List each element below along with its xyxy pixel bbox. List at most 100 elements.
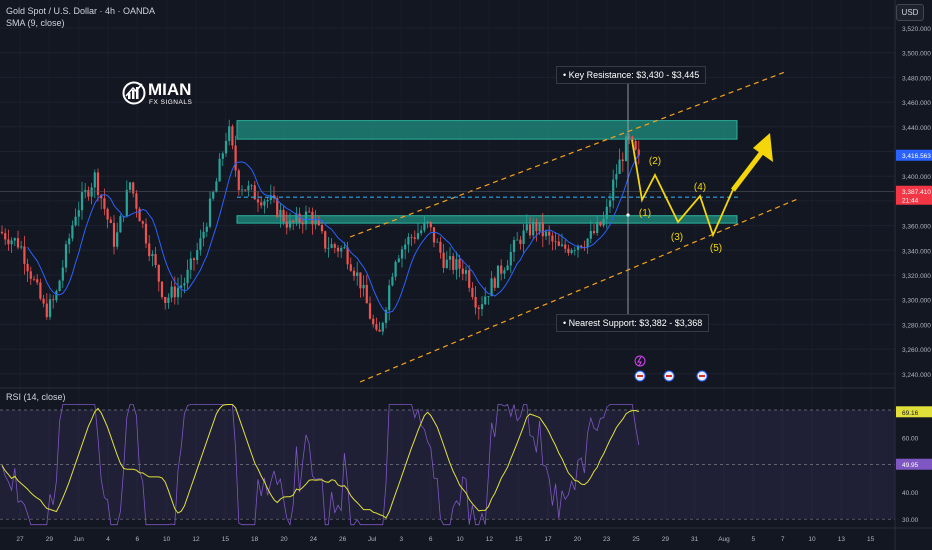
candle-body [573, 249, 576, 251]
candle-body [160, 281, 164, 298]
candle-body [215, 181, 218, 193]
candle-body [400, 249, 404, 259]
candle-body [420, 230, 423, 234]
candle-body [442, 252, 445, 268]
candle-body [634, 140, 637, 150]
time-tick-label: 18 [251, 536, 259, 543]
candle-body [580, 245, 583, 248]
candle-body [618, 159, 621, 174]
candle-body [557, 241, 560, 246]
bullet-icon: • [563, 318, 567, 328]
candle-body [52, 299, 55, 301]
time-tick-label: 15 [867, 536, 875, 543]
candle-body [240, 189, 244, 191]
event-flag-stripe [666, 375, 672, 377]
time-tick-label: 12 [486, 536, 494, 543]
current-price-bg [896, 185, 932, 205]
candle-body [362, 284, 365, 289]
rsi-legend[interactable]: RSI (14, close) [6, 392, 66, 402]
price-tick-label: 3,360.000 [902, 224, 931, 231]
candle-body [522, 230, 525, 245]
price-tick-label: 3,400.000 [902, 174, 931, 181]
candle-body [484, 296, 487, 305]
candle-body [356, 272, 359, 276]
candle-body [48, 299, 52, 318]
rsi-sma-label: 49.95 [902, 462, 919, 469]
candle-body [39, 282, 42, 299]
candle-body [135, 193, 138, 209]
candle-body [628, 136, 631, 138]
candle-body [260, 202, 263, 206]
candle-body [269, 195, 272, 201]
candle-body [343, 247, 346, 249]
price-tick-label: 3,320.000 [902, 273, 931, 280]
candle-body [119, 216, 122, 233]
candle-body [266, 200, 269, 202]
candle-body [23, 246, 26, 264]
candle-body [100, 194, 103, 199]
currency-button[interactable]: USD [896, 4, 924, 21]
candle-body [352, 270, 356, 276]
price-tick-label: 3,280.000 [902, 322, 931, 329]
candle-body [320, 225, 324, 232]
candle-body [423, 223, 426, 231]
time-tick-label: 10 [163, 536, 171, 543]
time-tick-label: 10 [456, 536, 464, 543]
candle-body [464, 270, 468, 274]
candle-body [279, 209, 282, 217]
time-tick-label: 7 [781, 536, 785, 543]
candle-body [141, 221, 144, 224]
sma-legend[interactable]: SMA (9, close) [6, 18, 65, 28]
candle-body [327, 247, 330, 249]
candle-body [509, 251, 512, 266]
candle-body [122, 215, 125, 217]
candle-body [157, 264, 160, 282]
projection-arrow-shaft [731, 150, 764, 192]
candle-body [250, 185, 253, 187]
rsi-value-label: 69.16 [902, 410, 919, 417]
candle-body [567, 248, 570, 253]
candle-body [596, 221, 599, 233]
candle-body [637, 149, 640, 156]
time-tick-label: 15 [222, 536, 230, 543]
candle-body [538, 222, 541, 232]
candle-body [372, 318, 375, 325]
candle-body [144, 223, 148, 244]
candle-body [298, 213, 301, 223]
candle-body [234, 145, 237, 171]
candle-body [32, 278, 36, 280]
time-tick-label: Jun [73, 536, 84, 543]
candle-body [410, 236, 413, 238]
candle-body [55, 291, 58, 301]
candle-body [186, 269, 189, 284]
candle-body [304, 211, 308, 225]
callout-dot [626, 213, 630, 217]
candle-body [170, 286, 173, 298]
time-tick-label: 3 [400, 536, 404, 543]
price-tick-label: 3,440.000 [902, 125, 931, 132]
candle-body [103, 198, 106, 209]
candle-body [493, 278, 496, 288]
time-tick-label: 25 [632, 536, 640, 543]
candle-body [253, 185, 256, 200]
candle-body [148, 243, 151, 257]
candle-body [570, 249, 573, 253]
candle-body [608, 200, 612, 207]
candle-body [359, 272, 362, 289]
time-tick-label: 29 [46, 536, 54, 543]
candle-body [45, 303, 48, 318]
candle-body [106, 208, 109, 220]
candle-body [128, 182, 132, 190]
time-tick-label: 6 [429, 536, 433, 543]
candle-body [340, 247, 343, 252]
wave-label: (5) [710, 243, 722, 254]
candle-body [599, 221, 602, 226]
price-tick-label: 3,520.000 [902, 26, 931, 33]
candle-body [84, 190, 87, 193]
candle-body [301, 222, 304, 225]
candle-body [58, 280, 61, 292]
candle-body [506, 265, 509, 271]
candle-body [560, 244, 564, 246]
candle-body [391, 276, 394, 286]
